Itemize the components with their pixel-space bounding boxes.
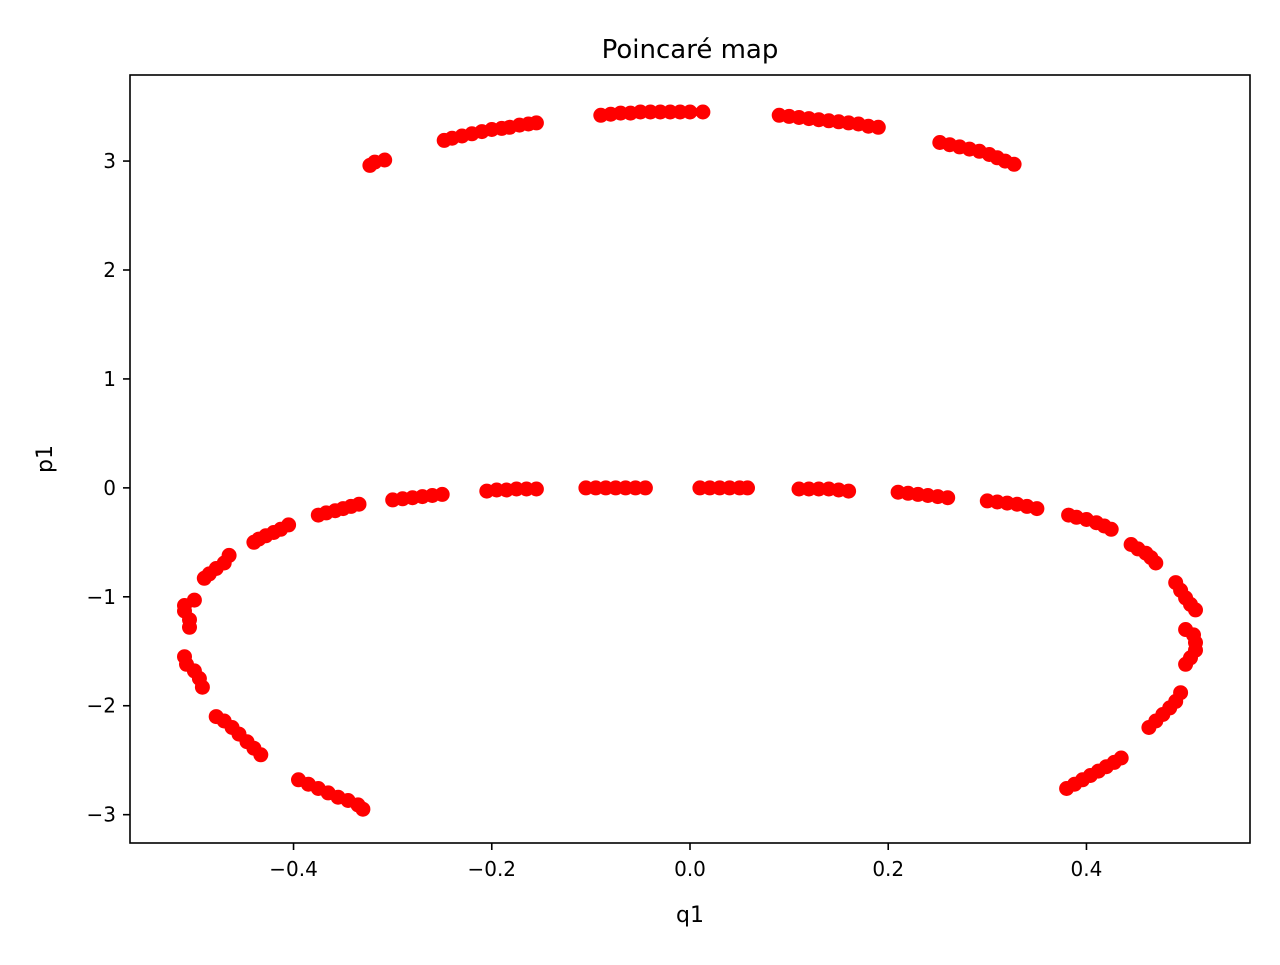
x-axis-label: q1: [676, 903, 704, 928]
data-point: [1188, 602, 1203, 618]
data-point: [281, 517, 297, 533]
y-tick-label: 3: [103, 149, 116, 173]
data-point: [1103, 521, 1119, 537]
x-tick-label: −0.2: [467, 857, 516, 881]
x-tick-label: −0.4: [269, 857, 318, 881]
x-axis-ticks: −0.4 −0.2 0.0 0.2 0.4: [269, 843, 1102, 881]
y-tick-label: 2: [103, 258, 116, 282]
data-point: [695, 104, 711, 120]
y-tick-label: 0: [103, 476, 116, 500]
data-point: [528, 115, 544, 131]
data-point: [253, 747, 269, 763]
y-tick-label: −2: [87, 694, 116, 718]
data-point: [1113, 750, 1129, 766]
data-point: [682, 104, 698, 120]
data-point: [434, 486, 450, 502]
y-axis-label: p1: [33, 445, 58, 473]
data-point: [1006, 156, 1022, 172]
data-point: [870, 119, 886, 135]
data-point: [1148, 555, 1164, 571]
y-tick-label: −1: [87, 585, 116, 609]
y-tick-label: −3: [87, 803, 116, 827]
data-point: [355, 801, 371, 817]
data-point: [1178, 622, 1194, 637]
data-point: [351, 496, 367, 512]
data-point: [194, 679, 210, 695]
data-point: [940, 490, 956, 506]
x-tick-label: 0.2: [872, 857, 904, 881]
y-tick-label: 1: [103, 367, 116, 391]
scatter-points: [177, 104, 1203, 817]
data-point: [841, 483, 857, 499]
y-axis-ticks: −3 −2 −1 0 1 2 3: [87, 149, 130, 827]
x-tick-label: 0.0: [674, 857, 706, 881]
data-point: [528, 481, 544, 497]
data-point: [221, 547, 237, 563]
data-point: [1029, 501, 1045, 517]
data-point: [740, 480, 755, 496]
data-point: [377, 152, 393, 168]
x-tick-label: 0.4: [1071, 857, 1103, 881]
chart-title: Poincaré map: [602, 35, 779, 65]
data-point: [1173, 685, 1189, 701]
data-point: [186, 592, 202, 608]
data-point: [637, 480, 653, 496]
